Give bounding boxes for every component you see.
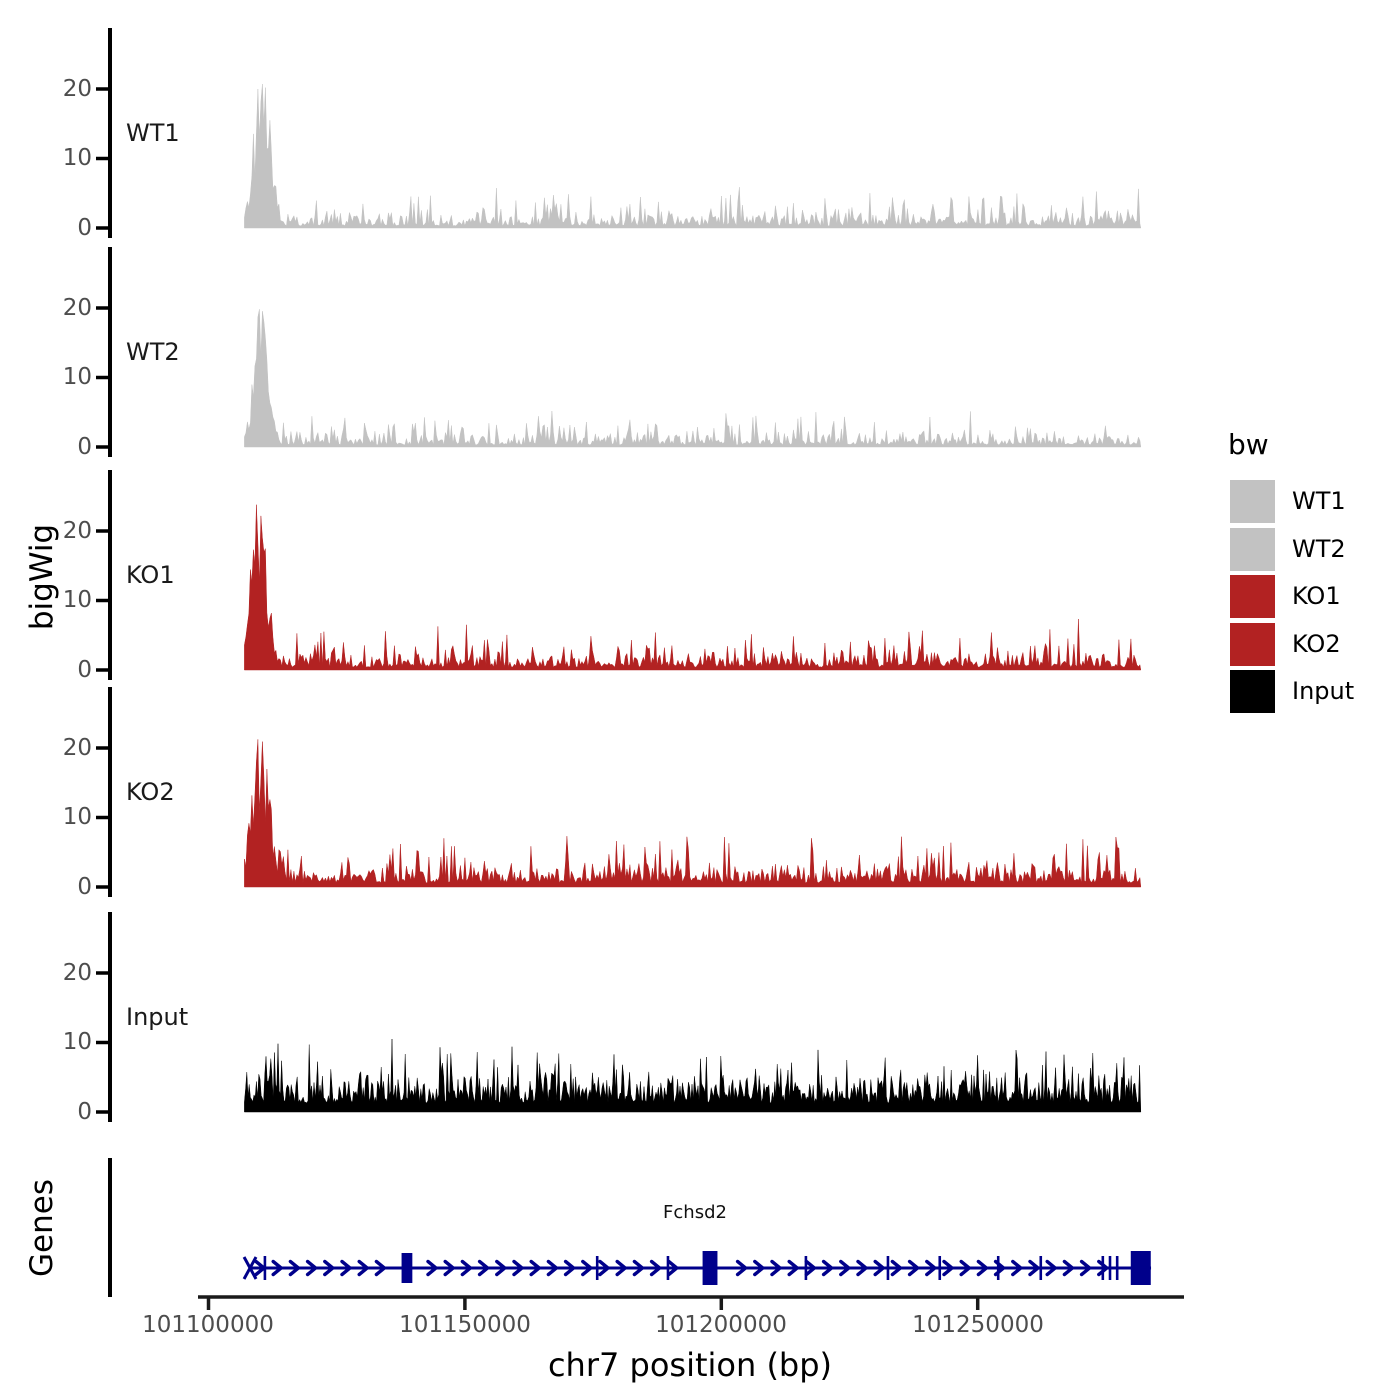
y-tick-label: 0 <box>77 657 92 683</box>
legend-title: bw <box>1228 428 1269 461</box>
legend-label-ko2: KO2 <box>1292 630 1341 658</box>
x-tick-label: 101250000 <box>912 1312 1044 1338</box>
y-tick-label: 0 <box>77 1099 92 1125</box>
y-tick-label: 20 <box>62 735 92 761</box>
coverage-area-ko2 <box>244 739 1142 888</box>
y-axis-title-genes: Genes <box>24 1179 60 1277</box>
legend-swatch-wt2 <box>1230 528 1275 571</box>
x-tick-label: 101150000 <box>399 1312 531 1338</box>
y-tick-label: 10 <box>62 1029 92 1055</box>
legend-label-ko1: KO1 <box>1292 582 1341 610</box>
x-tick-label: 101100000 <box>142 1312 274 1338</box>
legend-swatch-ko1 <box>1230 575 1275 618</box>
legend-label-wt1: WT1 <box>1292 487 1346 515</box>
y-tick-label: 20 <box>62 295 92 321</box>
y-tick-label: 20 <box>62 76 92 102</box>
y-tick-label: 20 <box>62 518 92 544</box>
y-tick-label: 0 <box>77 215 92 241</box>
legend-swatch-ko2 <box>1230 623 1275 666</box>
y-tick-label: 10 <box>62 364 92 390</box>
gene-model-fchsd2 <box>242 1251 1152 1285</box>
y-tick-label: 10 <box>62 145 92 171</box>
x-tick-label: 101200000 <box>655 1312 787 1338</box>
track-label-wt2: WT2 <box>126 338 180 366</box>
y-tick-label: 10 <box>62 804 92 830</box>
y-tick-label: 0 <box>77 434 92 460</box>
legend-swatch-wt1 <box>1230 480 1275 523</box>
track-label-input: Input <box>126 1003 189 1031</box>
track-label-ko1: KO1 <box>126 561 175 589</box>
y-tick-label: 20 <box>62 960 92 986</box>
legend-swatch-input <box>1230 670 1275 713</box>
legend-label-wt2: WT2 <box>1292 535 1346 563</box>
y-tick-label: 0 <box>77 874 92 900</box>
track-label-ko2: KO2 <box>126 778 175 806</box>
coverage-area-wt2 <box>244 309 1142 448</box>
coverage-area-wt1 <box>244 84 1142 229</box>
track-label-wt1: WT1 <box>126 119 180 147</box>
y-tick-label: 10 <box>62 587 92 613</box>
coverage-area-input <box>244 1038 1142 1113</box>
x-axis-title: chr7 position (bp) <box>547 1346 833 1384</box>
coverage-area-ko1 <box>244 504 1142 671</box>
legend-label-input: Input <box>1292 677 1355 705</box>
gene-name-label: Fchsd2 <box>663 1202 727 1223</box>
